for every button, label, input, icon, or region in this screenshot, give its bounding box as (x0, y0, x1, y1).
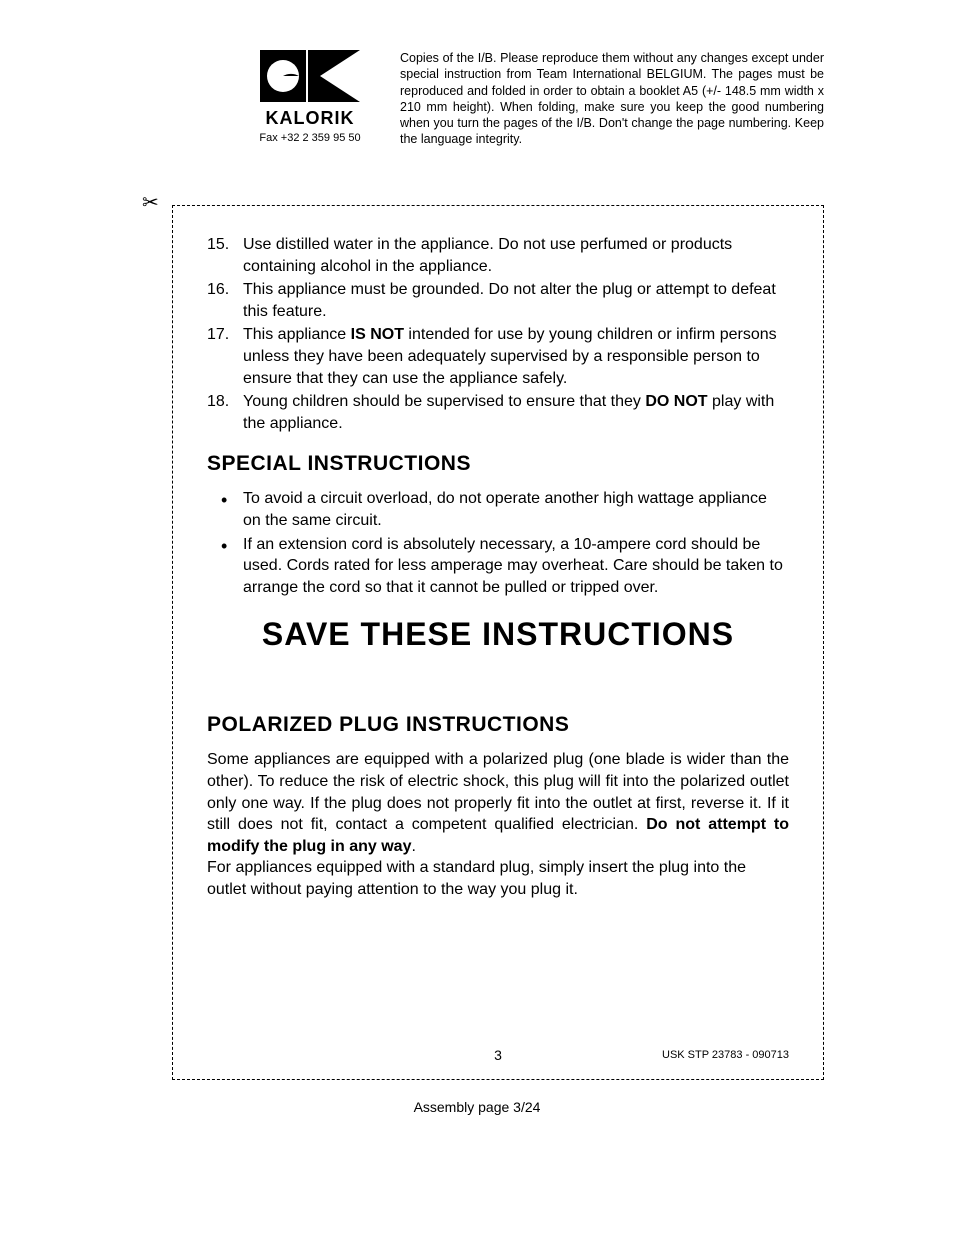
polarized-heading: POLARIZED PLUG INSTRUCTIONS (207, 713, 789, 737)
special-bullet-1: To avoid a circuit overload, do not oper… (221, 488, 789, 531)
svg-text:KALORIK: KALORIK (266, 108, 355, 128)
scissor-icon: ✂ (142, 190, 159, 215)
logo-block: KALORIK Fax +32 2 359 95 50 (250, 50, 370, 144)
safety-item-16: This appliance must be grounded. Do not … (207, 279, 789, 322)
polarized-after: For appliances equipped with a standard … (207, 857, 789, 900)
special-instructions-list: To avoid a circuit overload, do not oper… (221, 488, 789, 598)
content-frame: Use distilled water in the appliance. Do… (172, 205, 824, 1080)
safety-item-15: Use distilled water in the appliance. Do… (207, 234, 789, 277)
special-bullet-2: If an extension cord is absolutely neces… (221, 534, 789, 599)
save-instructions-heading: SAVE THESE INSTRUCTIONS (207, 616, 789, 653)
page-header: KALORIK Fax +32 2 359 95 50 Copies of th… (0, 0, 954, 148)
assembly-footer: Assembly page 3/24 (0, 1099, 954, 1115)
document-code: USK STP 23783 - 090713 (662, 1049, 789, 1061)
safety-list: Use distilled water in the appliance. Do… (207, 234, 789, 434)
page-number: 3 (494, 1047, 502, 1063)
polarized-body: Some appliances are equipped with a pola… (207, 749, 789, 857)
inner-footer: 3 USK STP 23783 - 090713 (173, 1049, 823, 1061)
kalorik-logo-icon: KALORIK (260, 50, 360, 128)
special-instructions-heading: SPECIAL INSTRUCTIONS (207, 452, 789, 476)
header-instructions: Copies of the I/B. Please reproduce them… (400, 50, 824, 148)
fax-number: Fax +32 2 359 95 50 (259, 132, 360, 144)
safety-item-18: Young children should be supervised to e… (207, 391, 789, 434)
safety-item-17: This appliance IS NOT intended for use b… (207, 324, 789, 389)
